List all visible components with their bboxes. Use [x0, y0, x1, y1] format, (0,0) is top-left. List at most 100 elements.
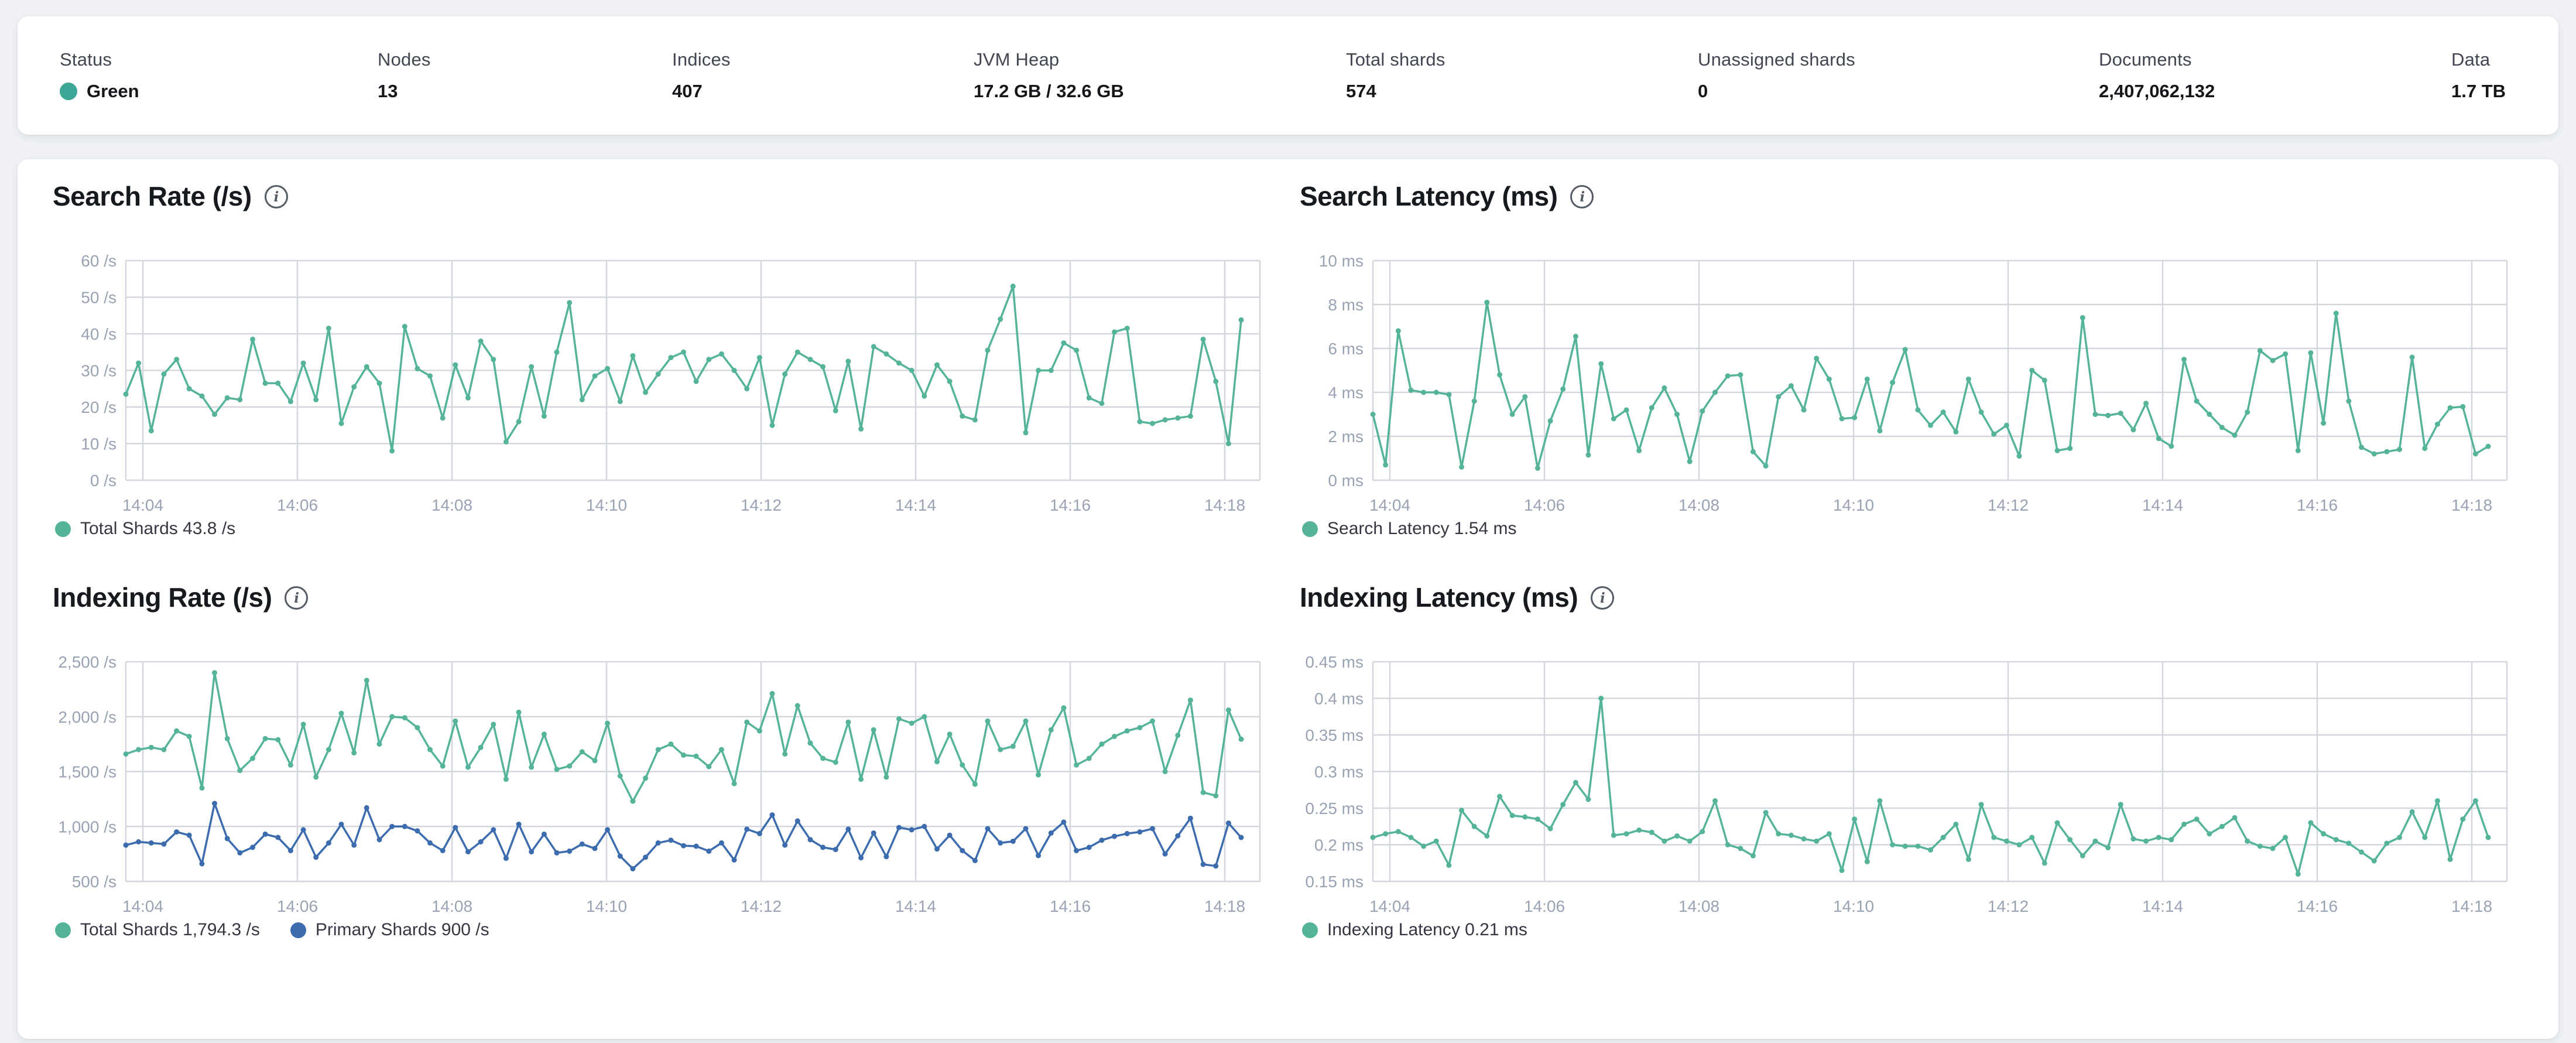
- chart-search-latency: Search Latency (ms) i 10 ms 8 ms 6 ms 4 ms 2 …: [1282, 176, 2523, 562]
- svg-text:2,500 /s: 2,500 /s: [58, 653, 117, 671]
- svg-text:0.4 ms: 0.4 ms: [1314, 690, 1364, 708]
- stat-label: Status: [60, 49, 112, 70]
- legend-label: Indexing Latency 0.21 ms: [1327, 920, 1527, 939]
- legend-label: Search Latency 1.54 ms: [1327, 519, 1517, 538]
- indexing-latency-plot[interactable]: 0.45 ms 0.4 ms 0.35 ms 0.3 ms 0.25 ms 0.2 ms 0…: [1282, 577, 2523, 963]
- svg-text:14:06: 14:06: [1524, 897, 1565, 915]
- svg-text:0.35 ms: 0.35 ms: [1305, 726, 1364, 744]
- chart-indexing-rate: Indexing Rate (/s) i 2,500 /s 2,000 /s 1,50…: [35, 577, 1276, 963]
- legend-item-total-shards[interactable]: Total Shards 1,794.3 /s: [55, 920, 260, 940]
- stat-jvm-heap: JVM Heap 17.2 GB / 32.6 GB: [974, 49, 1124, 102]
- stat-value: 0: [1698, 81, 1708, 101]
- svg-text:14:04: 14:04: [122, 496, 163, 514]
- info-icon[interactable]: i: [1591, 586, 1615, 610]
- stat-value: 2,407,062,132: [2099, 81, 2215, 101]
- stat-documents: Documents 2,407,062,132: [2099, 49, 2215, 102]
- svg-text:14:16: 14:16: [2297, 897, 2338, 915]
- stat-value: 574: [1346, 81, 1376, 101]
- cluster-status-bar: Status Green Nodes 13 Indices 407 JVM He…: [18, 16, 2558, 135]
- search-latency-plot[interactable]: 10 ms 8 ms 6 ms 4 ms 2 ms 0 ms 14:04 14:06 14:08…: [1282, 176, 2523, 562]
- svg-text:14:06: 14:06: [277, 897, 318, 915]
- svg-text:14:18: 14:18: [1204, 496, 1245, 514]
- legend-label: Total Shards 1,794.3 /s: [80, 920, 260, 939]
- svg-text:14:08: 14:08: [1678, 496, 1719, 514]
- stat-value: 13: [378, 81, 398, 101]
- svg-text:1,500 /s: 1,500 /s: [58, 763, 117, 781]
- stat-nodes: Nodes 13: [378, 49, 431, 102]
- info-icon[interactable]: i: [1570, 185, 1594, 208]
- legend-item-indexing-latency[interactable]: Indexing Latency 0.21 ms: [1302, 920, 1527, 940]
- status-green-dot-icon: [60, 83, 77, 100]
- svg-text:2 ms: 2 ms: [1328, 428, 1364, 446]
- info-icon[interactable]: i: [264, 185, 288, 208]
- legend-item-total-shards[interactable]: Total Shards 43.8 /s: [55, 519, 235, 539]
- svg-text:500 /s: 500 /s: [72, 873, 117, 891]
- svg-text:14:06: 14:06: [1524, 496, 1565, 514]
- svg-text:14:08: 14:08: [431, 897, 472, 915]
- stat-label: Data: [2451, 49, 2491, 70]
- stat-label: Unassigned shards: [1698, 49, 1855, 70]
- stat-label: Nodes: [378, 49, 431, 70]
- legend-item-primary-shards[interactable]: Primary Shards 900 /s: [290, 920, 489, 940]
- metrics-charts-panel: Search Rate (/s) i 60 /s 50 /s 40 /s 30 /s 20…: [18, 159, 2558, 1039]
- stat-value: 407: [672, 81, 703, 101]
- svg-text:14:10: 14:10: [1833, 496, 1874, 514]
- svg-text:0.25 ms: 0.25 ms: [1305, 799, 1364, 818]
- stat-label: Total shards: [1346, 49, 1445, 70]
- legend-item-search-latency[interactable]: Search Latency 1.54 ms: [1302, 519, 1517, 539]
- svg-text:0.45 ms: 0.45 ms: [1305, 653, 1364, 671]
- chart-search-rate: Search Rate (/s) i 60 /s 50 /s 40 /s 30 /s 20…: [35, 176, 1276, 562]
- info-icon[interactable]: i: [285, 586, 309, 610]
- legend-label: Total Shards 43.8 /s: [80, 519, 236, 538]
- svg-text:14:12: 14:12: [741, 897, 782, 915]
- svg-text:8 ms: 8 ms: [1328, 296, 1364, 314]
- svg-text:14:12: 14:12: [1988, 897, 2029, 915]
- svg-text:14:16: 14:16: [1050, 496, 1091, 514]
- svg-text:14:08: 14:08: [1678, 897, 1719, 915]
- chart-title: Search Rate (/s): [53, 181, 252, 211]
- stat-value: 17.2 GB / 32.6 GB: [974, 81, 1124, 101]
- chart-title: Indexing Rate (/s): [53, 582, 272, 613]
- svg-text:14:16: 14:16: [1050, 897, 1091, 915]
- svg-text:14:06: 14:06: [277, 496, 318, 514]
- stat-value: 1.7 TB: [2451, 81, 2506, 101]
- svg-text:14:10: 14:10: [586, 897, 627, 915]
- svg-text:14:12: 14:12: [1988, 496, 2029, 514]
- svg-text:40 /s: 40 /s: [81, 325, 117, 343]
- svg-text:14:10: 14:10: [586, 496, 627, 514]
- stat-status: Status Green: [60, 49, 139, 102]
- svg-text:14:04: 14:04: [1369, 897, 1410, 915]
- svg-text:0 ms: 0 ms: [1328, 471, 1364, 490]
- svg-text:14:12: 14:12: [741, 496, 782, 514]
- svg-text:0 /s: 0 /s: [90, 471, 117, 490]
- svg-text:14:14: 14:14: [895, 496, 936, 514]
- svg-text:14:04: 14:04: [122, 897, 163, 915]
- svg-text:60 /s: 60 /s: [81, 252, 117, 270]
- svg-text:4 ms: 4 ms: [1328, 384, 1364, 402]
- svg-text:14:08: 14:08: [431, 496, 472, 514]
- stat-label: JVM Heap: [974, 49, 1060, 70]
- indexing-rate-legend: Total Shards 1,794.3 /s Primary Shards 90…: [55, 920, 489, 940]
- legend-dot-icon: [55, 521, 71, 537]
- svg-text:14:14: 14:14: [2142, 897, 2183, 915]
- stat-total-shards: Total shards 574: [1346, 49, 1445, 102]
- svg-text:14:10: 14:10: [1833, 897, 1874, 915]
- svg-text:2,000 /s: 2,000 /s: [58, 708, 117, 726]
- stat-unassigned-shards: Unassigned shards 0: [1698, 49, 1855, 102]
- indexing-rate-plot[interactable]: 2,500 /s 2,000 /s 1,500 /s 1,000 /s 500 /s 14…: [35, 577, 1276, 963]
- chart-title: Indexing Latency (ms): [1300, 582, 1578, 613]
- svg-text:14:14: 14:14: [2142, 496, 2183, 514]
- svg-text:14:18: 14:18: [2451, 496, 2492, 514]
- chart-title: Search Latency (ms): [1300, 181, 1558, 211]
- svg-text:30 /s: 30 /s: [81, 362, 117, 380]
- svg-text:14:04: 14:04: [1369, 496, 1410, 514]
- svg-text:1,000 /s: 1,000 /s: [58, 818, 117, 836]
- svg-text:10 ms: 10 ms: [1319, 252, 1364, 270]
- legend-dot-icon: [55, 922, 71, 938]
- stat-label: Documents: [2099, 49, 2192, 70]
- stat-label: Indices: [672, 49, 731, 70]
- search-rate-plot[interactable]: 60 /s 50 /s 40 /s 30 /s 20 /s 10 /s 0 /s 14:04 1…: [35, 176, 1276, 562]
- svg-text:0.2 ms: 0.2 ms: [1314, 836, 1364, 854]
- legend-dot-icon: [1302, 521, 1318, 537]
- svg-text:14:18: 14:18: [1204, 897, 1245, 915]
